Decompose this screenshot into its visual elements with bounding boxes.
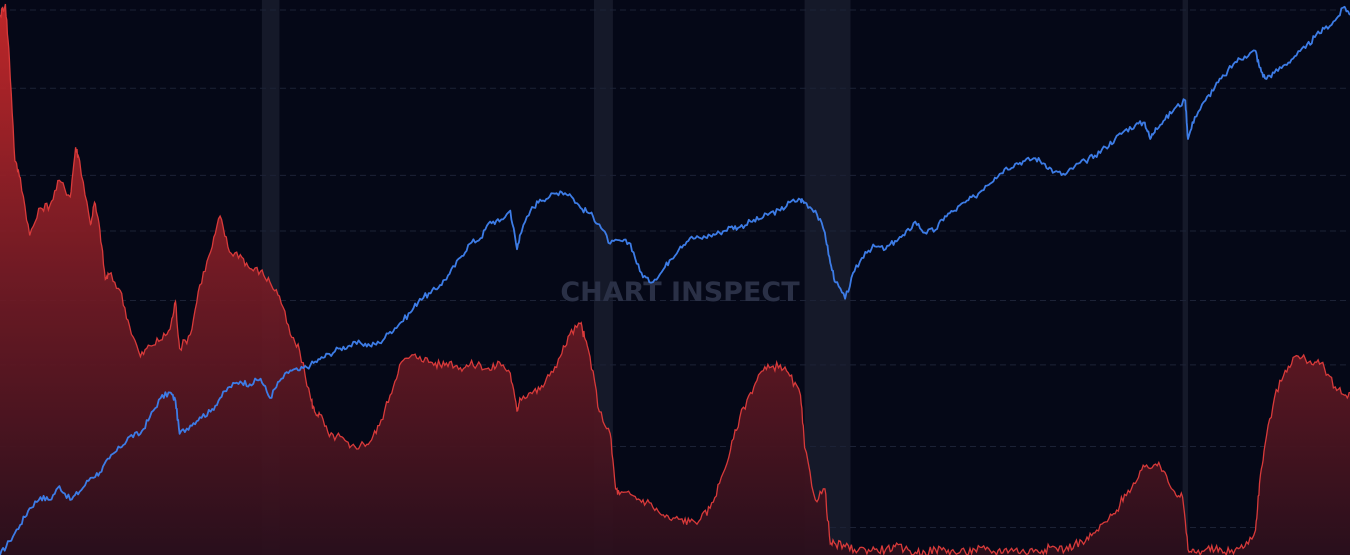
area-series-layer <box>0 3 1350 555</box>
shaded-period-3 <box>1182 0 1188 555</box>
series-1-area <box>0 4 1350 555</box>
chart-watermark: CHART INSPECT <box>560 277 800 308</box>
series-1-line <box>0 3 1350 555</box>
series-0-line <box>0 5 1350 555</box>
shaded-period-2 <box>804 0 851 555</box>
line-series-layer <box>0 5 1350 555</box>
